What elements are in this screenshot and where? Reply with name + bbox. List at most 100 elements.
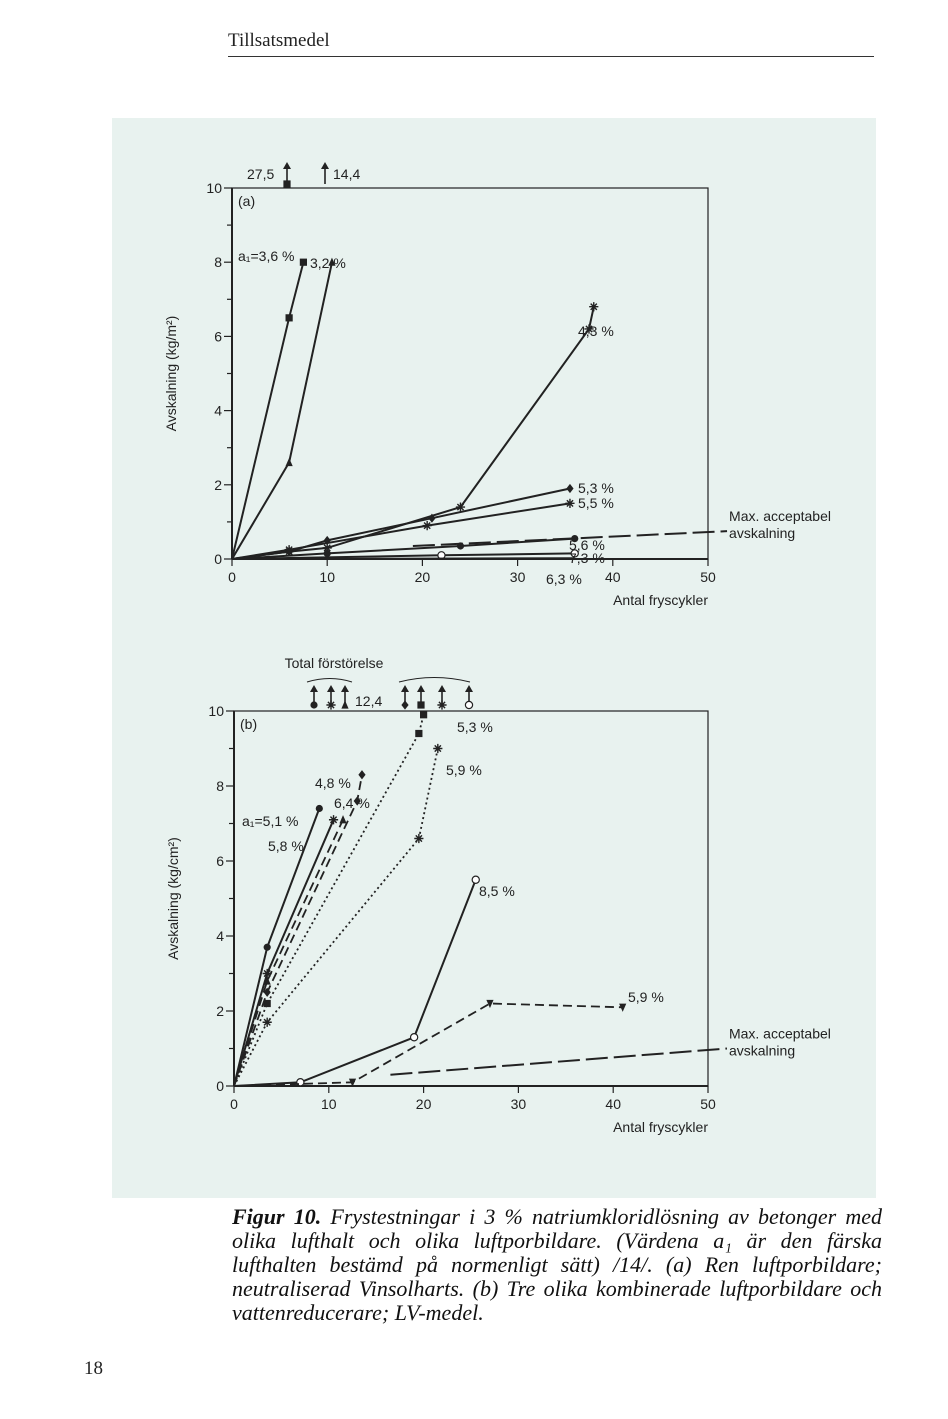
x-tick-label: 40 xyxy=(605,569,621,585)
data-point xyxy=(285,457,293,467)
threshold-line xyxy=(390,1047,728,1076)
data-point xyxy=(353,796,361,806)
x-tick-label: 20 xyxy=(415,569,431,585)
destroyed-arrow-6-marker xyxy=(437,700,447,710)
y-axis-label: Avskalning (kg/cm²) xyxy=(165,837,181,960)
data-point xyxy=(414,833,424,844)
series-line xyxy=(231,261,305,560)
series-label: 4,3 % xyxy=(578,323,614,339)
data-point xyxy=(285,314,293,322)
offscale-arrow-a1-marker xyxy=(283,180,291,188)
y-tick-label: 2 xyxy=(214,477,222,493)
series-line xyxy=(231,502,571,560)
offscale-label: 14,4 xyxy=(333,166,360,182)
series-label: 5,3 % xyxy=(457,719,493,735)
series-label: a₁=5,1 % xyxy=(242,813,299,829)
destroyed-arrow-1-head xyxy=(310,685,318,692)
data-point xyxy=(358,770,366,780)
x-tick-label: 0 xyxy=(228,569,236,585)
series-line xyxy=(231,261,333,560)
destroyed-arrow-1-marker xyxy=(310,701,318,709)
data-point xyxy=(323,549,331,558)
offscale-arrow-a2-head xyxy=(321,162,329,169)
series-line xyxy=(231,557,575,560)
destroyed-arrow-2-marker xyxy=(326,700,336,710)
data-point xyxy=(348,1078,357,1087)
series-label: 5,9 % xyxy=(446,762,482,778)
figure-caption: Figur 10. Frystestningar i 3 % natriumkl… xyxy=(232,1205,882,1325)
x-tick-label: 30 xyxy=(510,569,526,585)
destroyed-arrow-4-head xyxy=(401,685,409,692)
data-point xyxy=(566,483,574,494)
x-axis-label: Antal fryscykler xyxy=(613,1119,708,1135)
destroyed-arrow-5-head xyxy=(417,685,425,692)
destroyed-label: 12,4 xyxy=(355,693,382,709)
offscale-arrow-a1-head xyxy=(283,162,291,169)
data-point xyxy=(571,534,579,543)
series-line xyxy=(233,714,425,1087)
data-point xyxy=(619,1003,627,1012)
series-label: 6,4 % xyxy=(334,795,370,811)
data-point xyxy=(315,804,323,813)
data-point xyxy=(339,815,347,824)
series-label: 8,5 % xyxy=(479,883,515,899)
threshold-label: avskalning xyxy=(729,1043,795,1059)
destroyed-arrow-3-marker xyxy=(341,700,349,709)
destroyed-arrow-4-marker xyxy=(401,700,409,710)
x-tick-label: 50 xyxy=(700,1096,716,1112)
series-label: 3,2 % xyxy=(310,255,346,271)
series-label: 6,3 % xyxy=(546,571,582,587)
offscale-label: 27,5 xyxy=(247,166,274,182)
y-tick-label: 0 xyxy=(214,551,222,567)
x-tick-label: 30 xyxy=(511,1096,527,1112)
series-line xyxy=(231,537,575,560)
y-tick-label: 10 xyxy=(208,703,224,719)
panel-label: (b) xyxy=(240,716,257,732)
data-point xyxy=(284,545,294,555)
group-label: Total förstörelse xyxy=(285,655,384,671)
figure-panel xyxy=(112,118,876,1198)
y-tick-label: 0 xyxy=(216,1078,224,1094)
x-tick-label: 40 xyxy=(605,1096,621,1112)
data-point xyxy=(433,743,443,754)
caption-label: Figur 10. xyxy=(232,1204,322,1229)
y-tick-label: 6 xyxy=(216,853,224,869)
destroyed-arrow-7-marker xyxy=(464,700,474,710)
chart-a: 0 2 4 6 8 10 0 10 20 30 40 50 Antal fryscykler Avskal… xyxy=(163,162,831,608)
data-point xyxy=(263,987,271,997)
data-point xyxy=(422,521,432,531)
y-tick-label: 4 xyxy=(216,928,224,944)
data-point xyxy=(589,302,599,312)
series-label: a₁=3,6 % xyxy=(238,248,295,264)
data-point xyxy=(263,976,271,985)
data-point xyxy=(486,999,494,1009)
series-line xyxy=(231,306,595,560)
x-tick-label: 0 xyxy=(230,1096,238,1112)
y-tick-label: 8 xyxy=(216,778,224,794)
data-point xyxy=(415,729,423,738)
data-point xyxy=(299,258,307,266)
data-point xyxy=(322,543,332,553)
page-number: 18 xyxy=(84,1358,103,1379)
header-rule xyxy=(228,56,874,57)
destroyed-arrow-3-head xyxy=(341,685,349,692)
series-line xyxy=(233,774,363,1087)
threshold-label: Max. acceptabel xyxy=(729,508,831,524)
data-point xyxy=(428,513,436,523)
series-line xyxy=(233,1002,623,1087)
x-tick-label: 50 xyxy=(700,569,716,585)
data-point xyxy=(262,968,272,979)
y-tick-label: 4 xyxy=(214,403,222,419)
panel-label: (a) xyxy=(238,193,255,209)
series-label: 7,3 % xyxy=(569,550,605,566)
data-point xyxy=(456,542,465,550)
destroyed-arrow-7-head xyxy=(465,685,473,692)
destroyed-arrow-6-head xyxy=(438,685,446,692)
series-label: 5,5 % xyxy=(578,495,614,511)
series-label: 5,6 % xyxy=(569,537,605,553)
y-axis-label: Avskalning (kg/m²) xyxy=(163,316,179,432)
caption-text: Frystestningar i 3 % natriumkloridlösnin… xyxy=(232,1204,883,1325)
y-tick-label: 2 xyxy=(216,1003,224,1019)
data-point xyxy=(262,1017,272,1027)
